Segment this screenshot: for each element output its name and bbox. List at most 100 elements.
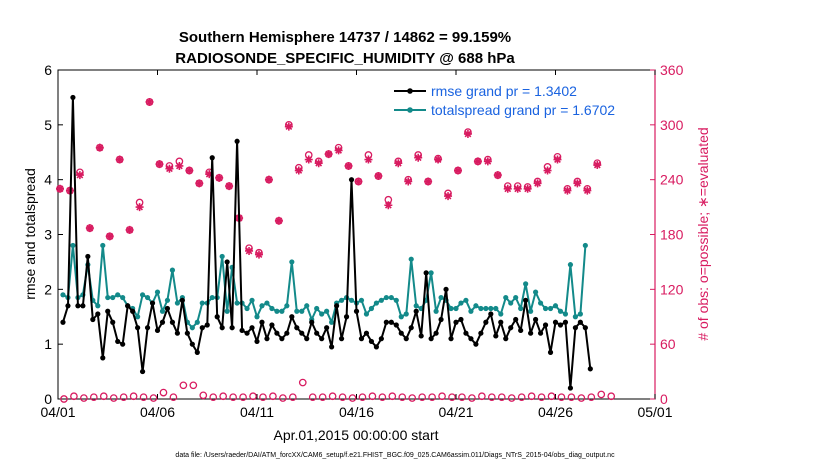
spread-point (294, 308, 300, 314)
obs-possible-marker (418, 393, 427, 402)
x-tick-label: 04/16 (339, 404, 374, 420)
obs-possible-marker (587, 393, 596, 402)
obs-possible-marker (70, 392, 78, 401)
obs-evaluated-marker (553, 155, 562, 164)
legend-box (388, 80, 646, 120)
y-left-tick-label: 3 (44, 227, 52, 243)
obs-evaluated-marker (593, 161, 602, 170)
rmse-point (139, 368, 146, 375)
rmse-point (60, 319, 66, 325)
obs-possible-marker (179, 381, 188, 390)
chart-title: Southern Hemisphere 14737 / 14862 = 99.1… (179, 29, 511, 46)
obs-possible-marker (89, 393, 98, 402)
obs-possible-marker (507, 394, 516, 402)
obs-evaluated-marker (573, 179, 582, 188)
rmse-point (413, 308, 419, 314)
rmse-point (428, 336, 434, 342)
obs-evaluated-marker (125, 225, 134, 234)
legend-spread-label: totalspread grand pr = 1.6702 (431, 102, 615, 118)
obs-evaluated-marker (294, 166, 303, 175)
rmse-point (503, 336, 509, 342)
spread-point (388, 294, 394, 301)
obs-evaluated-marker (523, 184, 532, 193)
rmse-point (518, 327, 524, 334)
obs-possible-marker (537, 393, 546, 402)
obs-evaluated-marker (563, 186, 572, 195)
rmse-point (294, 325, 300, 331)
spread-point (60, 292, 66, 298)
rmse-point (309, 319, 315, 325)
obs-possible-marker (139, 393, 148, 402)
obs-possible-marker (328, 392, 337, 401)
spread-point (329, 319, 335, 325)
obs-possible-marker (448, 393, 456, 402)
obs-possible-marker (597, 390, 606, 399)
rmse-point (329, 344, 335, 350)
spread-point (199, 300, 205, 306)
spread-point (338, 297, 345, 303)
spread-point (324, 308, 330, 314)
x-axis-label: Apr.01,2015 00:00:00 start (273, 427, 438, 443)
spread-point (533, 289, 539, 295)
rmse-point (393, 322, 399, 328)
rmse-point (353, 308, 360, 314)
spread-point (368, 305, 375, 312)
obs-possible-marker (547, 392, 556, 401)
spread-point (483, 305, 489, 312)
obs-possible-marker (497, 393, 506, 402)
rmse-point (184, 330, 190, 336)
obs-possible-marker (527, 392, 536, 401)
spread-point (378, 297, 384, 303)
rmse-point (194, 349, 200, 355)
rmse-point (239, 327, 245, 334)
spread-point (304, 303, 310, 309)
obs-evaluated-marker (434, 155, 443, 164)
rmse-point (433, 330, 439, 336)
spread-point (209, 294, 215, 301)
obs-possible-marker (159, 388, 168, 397)
x-tick-label: 05/01 (637, 404, 672, 420)
obs-possible-marker (487, 393, 496, 402)
spread-point (254, 314, 260, 320)
spread-point (135, 314, 141, 320)
obs-evaluated-marker (284, 122, 293, 131)
rmse-point (513, 316, 519, 323)
rmse-point (314, 330, 320, 336)
obs-evaluated-marker (225, 182, 234, 191)
obs-possible-marker (149, 394, 158, 402)
spread-point (478, 305, 484, 312)
spread-point (279, 308, 285, 314)
spread-point (552, 303, 559, 309)
rmse-point (408, 325, 414, 331)
rmse-point (264, 336, 270, 342)
rmse-point (473, 341, 479, 347)
y-left-tick-label: 4 (44, 172, 52, 188)
spread-point (528, 308, 534, 314)
spread-point (219, 253, 225, 260)
rmse-point (483, 319, 489, 325)
rmse-point (368, 338, 375, 345)
obs-evaluated-marker (195, 179, 204, 188)
spread-point (249, 297, 255, 303)
obs-evaluated-marker (185, 166, 194, 175)
obs-possible-marker (388, 392, 397, 401)
spread-point (582, 242, 588, 249)
rmse-point (174, 330, 180, 336)
rmse-point (279, 336, 285, 342)
obs-possible-marker (298, 378, 307, 387)
spread-point (503, 294, 509, 301)
obs-possible-marker (60, 395, 68, 403)
obs-evaluated-marker (155, 160, 164, 169)
obs-evaluated-marker (444, 192, 453, 201)
spread-point (115, 292, 121, 298)
rmse-point (125, 303, 131, 309)
obs-possible-marker (209, 393, 218, 402)
rmse-point (259, 319, 265, 325)
rmse-point (135, 325, 141, 331)
y-left-tick-label: 2 (44, 281, 52, 297)
spread-point (542, 305, 549, 312)
rmse-point (269, 322, 275, 328)
spread-point (518, 305, 524, 312)
obs-possible-marker (567, 393, 576, 402)
obs-possible-marker (338, 393, 347, 402)
